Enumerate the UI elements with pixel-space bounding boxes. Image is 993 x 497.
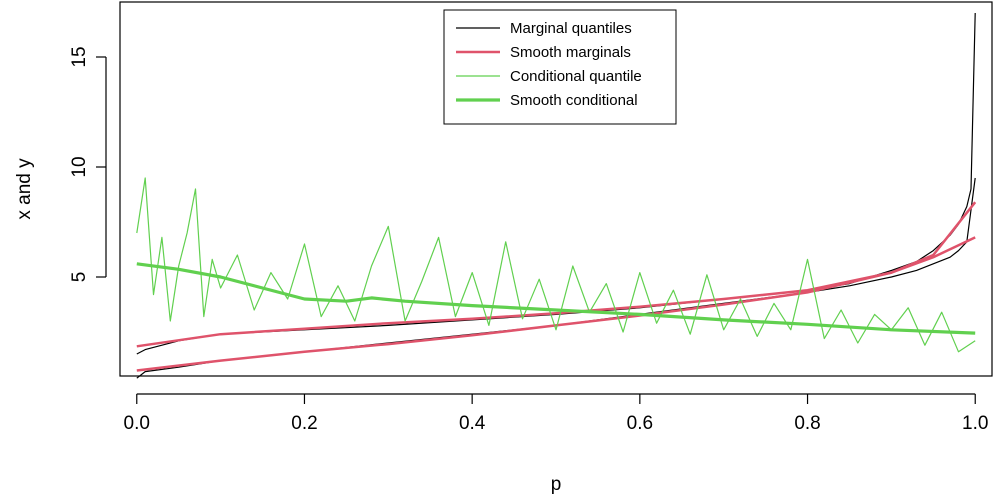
y-tick-label-2: 15: [69, 46, 90, 67]
x-tick-label-5: 1.0: [962, 413, 988, 434]
legend: Marginal quantiles Smooth marginals Condit…: [443, 9, 677, 125]
series-line-1: [136, 177, 976, 379]
y-axis: 5 10 15: [69, 46, 107, 283]
series-line-5: [136, 262, 976, 335]
legend-box: [443, 9, 677, 125]
x-tick-label-2: 0.4: [459, 413, 486, 434]
x-tick-label-1: 0.2: [291, 413, 317, 434]
legend-label-3: Smooth conditional: [510, 92, 638, 109]
series-layer: [136, 12, 977, 379]
y-tick-label-1: 10: [69, 156, 90, 177]
x-tick-label-0: 0.0: [124, 413, 150, 434]
legend-label-1: Smooth marginals: [510, 44, 631, 61]
y-tick-label-0: 5: [69, 272, 90, 283]
x-tick-label-3: 0.6: [627, 413, 653, 434]
x-axis-title: p: [551, 474, 562, 495]
x-tick-label-4: 0.8: [794, 413, 820, 434]
legend-label-2: Conditional quantile: [510, 68, 642, 85]
x-axis: 0.0 0.2 0.4 0.6 0.8 1.0: [124, 393, 988, 434]
plot-box: [119, 1, 993, 377]
legend-label-0: Marginal quantiles: [510, 20, 632, 37]
y-axis-title: x and y: [14, 158, 35, 220]
series-line-3: [136, 236, 976, 372]
